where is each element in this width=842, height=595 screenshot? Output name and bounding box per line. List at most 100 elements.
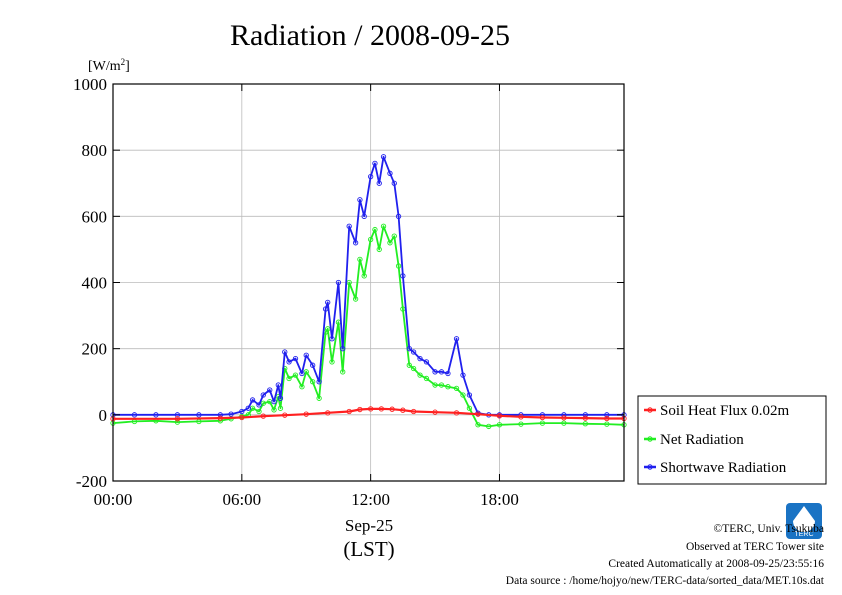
- net-radiation-point: [518, 421, 524, 427]
- shortwave-radiation-point: [432, 369, 438, 375]
- y-axis: -200 0 200 400 600 800 1000: [73, 75, 624, 491]
- shortwave-radiation-point: [395, 213, 402, 219]
- shortwave-radiation-point: [282, 349, 288, 355]
- chart-title: Radiation / 2008-09-25: [230, 19, 510, 52]
- net-radiation-point: [453, 385, 460, 392]
- net-radiation-point: [325, 326, 331, 332]
- net-radiation-point: [539, 420, 546, 426]
- net-radiation-point: [376, 246, 382, 253]
- shortwave-radiation-point: [346, 223, 352, 229]
- soil-heat-flux-point: [378, 406, 385, 412]
- soil-heat-flux-point: [217, 415, 224, 421]
- water-drop-icon: [793, 506, 815, 532]
- x-tick-label: 18:00: [480, 490, 519, 509]
- net-radiation-point: [561, 420, 567, 426]
- soil-heat-flux-point: [260, 413, 266, 419]
- footer-created: Created Automatically at 2008-09-25/23:5…: [608, 558, 824, 570]
- shortwave-radiation-point: [335, 279, 342, 286]
- legend-marker: [647, 436, 653, 442]
- x-axis-timezone-label: (LST): [343, 537, 394, 561]
- net-radiation-point: [380, 223, 387, 229]
- legend-box: [637, 395, 827, 485]
- shortwave-radiation-point: [460, 372, 466, 378]
- x-axis-date-label: Sep-25: [345, 516, 393, 535]
- y-tick-label: -200: [76, 472, 107, 491]
- soil-heat-flux-point: [367, 406, 374, 412]
- shortwave-radiation-point: [325, 299, 331, 305]
- soil-heat-flux-point: [400, 407, 406, 413]
- net-radiation-point: [391, 233, 397, 239]
- shortwave-radiation-point: [196, 412, 202, 418]
- shortwave-radiation-point: [604, 412, 610, 418]
- shortwave-radiation-point: [292, 355, 299, 362]
- legend-label-net-radiation: Net Radiation: [660, 432, 744, 448]
- soil-heat-flux-point: [282, 412, 288, 418]
- y-axis-unit: [W/m2]: [88, 57, 130, 74]
- x-tick-label: 12:00: [351, 490, 390, 509]
- shortwave-radiation-point: [260, 392, 266, 398]
- net-radiation-point: [277, 405, 284, 411]
- net-radiation-point: [303, 369, 309, 375]
- footer-observed-at: Observed at TERC Tower site: [686, 541, 824, 553]
- soil-heat-flux-point: [325, 410, 331, 416]
- shortwave-radiation-point: [352, 240, 359, 246]
- soil-heat-flux-point: [174, 416, 181, 422]
- soil-heat-flux-point: [539, 414, 546, 421]
- shortwave-radiation-point: [256, 402, 262, 408]
- shortwave-radiation-series: [110, 154, 627, 418]
- soil-heat-flux-point: [496, 413, 503, 419]
- net-radiation-point: [372, 226, 378, 233]
- y-tick-label: 0: [99, 406, 108, 425]
- soil-heat-flux-point: [604, 415, 610, 422]
- shortwave-radiation-point: [267, 387, 273, 393]
- soil-heat-flux-point: [239, 414, 245, 421]
- net-radiation-point: [174, 419, 181, 425]
- net-radiation-point: [357, 256, 363, 262]
- shortwave-radiation-point: [271, 398, 277, 405]
- net-radiation-point: [256, 408, 262, 415]
- shortwave-radiation-point: [372, 160, 378, 167]
- shortwave-radiation-point: [361, 213, 367, 219]
- net-radiation-point: [387, 240, 393, 246]
- net-radiation-point: [438, 382, 445, 388]
- shortwave-radiation-point: [239, 408, 245, 415]
- shortwave-radiation-point: [316, 379, 322, 385]
- x-axis: 00:00 06:00 12:00 18:00: [94, 84, 519, 509]
- shortwave-radiation-point: [400, 273, 406, 279]
- shortwave-radiation-point: [153, 412, 159, 418]
- net-radiation-series: [110, 223, 627, 430]
- shortwave-radiation-point: [310, 362, 316, 368]
- net-radiation-point: [271, 407, 277, 413]
- shortwave-radiation-point: [380, 154, 387, 160]
- legend-label-shortwave-radiation: Shortwave Radiation: [660, 460, 787, 476]
- net-radiation-point: [582, 421, 589, 427]
- soil-heat-flux-point: [346, 408, 352, 415]
- net-radiation-point: [406, 362, 412, 368]
- shortwave-radiation-point: [286, 359, 292, 365]
- net-radiation-point: [410, 365, 417, 372]
- net-radiation-point: [417, 372, 423, 378]
- soil-heat-flux-point: [453, 410, 460, 416]
- soil-heat-flux-point: [432, 409, 438, 415]
- soil-heat-flux-point: [389, 406, 395, 412]
- net-radiation-point: [352, 296, 359, 302]
- shortwave-radiation-point: [376, 180, 382, 186]
- shortwave-radiation-point: [249, 397, 256, 403]
- series-layer: [110, 154, 627, 430]
- soil-heat-flux-point: [561, 415, 567, 421]
- net-radiation-point: [316, 395, 322, 401]
- net-radiation-point: [299, 384, 305, 390]
- net-radiation-point: [367, 236, 374, 243]
- net-radiation-point: [475, 422, 481, 428]
- shortwave-radiation-point: [329, 336, 335, 342]
- legend-marker: [647, 407, 653, 413]
- net-radiation-point: [460, 392, 466, 398]
- shortwave-radiation-point: [131, 412, 138, 418]
- y-tick-label: 800: [82, 141, 108, 160]
- net-radiation-point: [310, 379, 316, 385]
- legend-label-soil-heat-flux: Soil Heat Flux 0.02m: [660, 403, 790, 419]
- net-radiation-point: [432, 382, 438, 388]
- net-radiation-point: [260, 400, 266, 406]
- soil-heat-flux-line: [113, 407, 624, 420]
- shortwave-radiation-point: [299, 370, 305, 377]
